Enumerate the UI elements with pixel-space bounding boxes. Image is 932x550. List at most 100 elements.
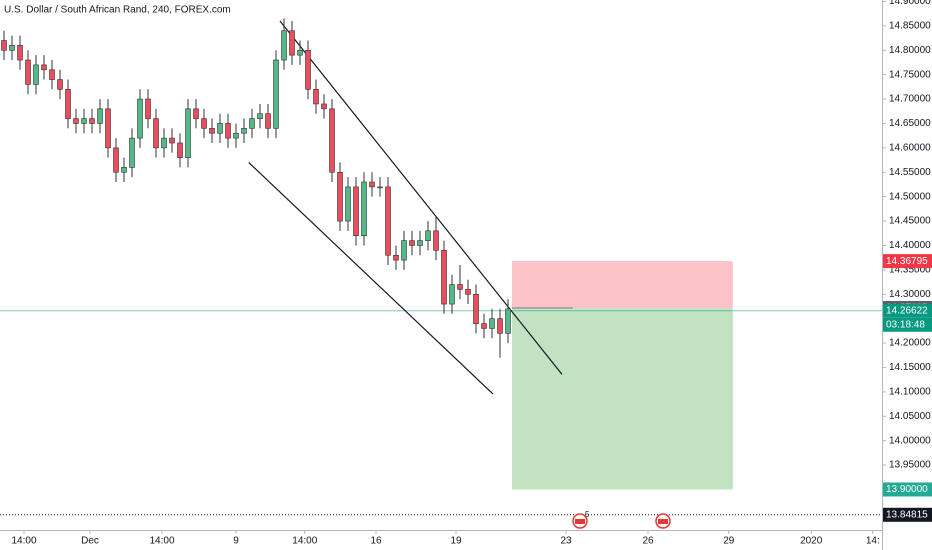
y-tick-label: 14.20000 — [889, 338, 931, 349]
candle-body — [41, 64, 47, 71]
candle-body — [433, 230, 439, 251]
x-tick-label: 14:00 — [292, 536, 317, 547]
candle-body — [273, 59, 279, 129]
candle-body — [153, 118, 159, 149]
y-tick-label: 14.00000 — [889, 435, 931, 446]
candle-body — [305, 49, 311, 90]
candle-body — [201, 118, 207, 129]
candle-body — [489, 318, 495, 329]
price-label: 14.26622 — [886, 305, 928, 316]
event-icon[interactable] — [655, 513, 671, 529]
x-tick-label: 14:00 — [149, 536, 174, 547]
candle-body — [233, 132, 239, 139]
candle-body — [1, 40, 7, 51]
candle-body — [289, 30, 295, 56]
x-tick-label: 14: — [866, 536, 880, 547]
candle-body — [265, 113, 271, 129]
candle-body — [297, 49, 303, 56]
candle-body — [209, 128, 215, 134]
candle-body — [417, 240, 423, 246]
candle-body — [481, 323, 487, 329]
candle-body — [361, 181, 367, 237]
y-tick-label: 14.35000 — [889, 265, 931, 276]
candle-body — [49, 69, 55, 80]
candle-body — [105, 108, 111, 149]
x-tick-label: 29 — [723, 536, 735, 547]
y-tick-label: 14.80000 — [889, 45, 931, 56]
y-tick-label: 14.15000 — [889, 362, 931, 373]
y-tick-label: 14.85000 — [889, 21, 931, 32]
candle-body — [121, 167, 127, 173]
candle-body — [97, 108, 103, 124]
price-label: 13.90000 — [886, 484, 928, 495]
candle-body — [409, 240, 415, 246]
candle-body — [9, 45, 15, 51]
candle-body — [177, 142, 183, 158]
y-tick-label: 14.75000 — [889, 69, 931, 80]
price-label: 14.36795 — [886, 256, 928, 267]
candle-body — [25, 59, 31, 85]
x-tick-label: 23 — [560, 536, 572, 547]
y-tick-label: 14.40000 — [889, 240, 931, 251]
y-tick-label: 14.45000 — [889, 216, 931, 227]
candle-body — [217, 123, 223, 134]
y-tick-label: 14.90000 — [889, 0, 931, 7]
candle-body — [113, 147, 119, 173]
candle-body — [89, 118, 95, 124]
y-tick-label: 14.55000 — [889, 167, 931, 178]
candle-body — [337, 171, 343, 222]
candle-body — [129, 137, 135, 168]
price-label-box — [883, 254, 932, 269]
event-badge: 5 — [585, 510, 590, 519]
y-tick-label: 14.30000 — [889, 289, 931, 300]
candle-body — [393, 254, 399, 261]
candle-body — [161, 137, 167, 149]
trendline — [248, 162, 494, 395]
price-label-box — [883, 303, 932, 318]
countdown: 03:18:48 — [886, 319, 925, 330]
candle-body — [497, 318, 503, 334]
candle-body — [369, 181, 375, 188]
x-tick-label: 16 — [370, 536, 382, 547]
x-tick-label: 2020 — [800, 536, 823, 547]
candle-body — [281, 30, 287, 61]
candle-body — [385, 186, 391, 256]
y-tick-label: 14.65000 — [889, 118, 931, 129]
chart-title: U.S. Dollar / South African Rand, 240, F… — [4, 5, 231, 16]
candle-body — [353, 186, 359, 237]
candle-body — [401, 240, 407, 261]
trendline — [279, 20, 563, 375]
price-label-box — [883, 482, 932, 497]
y-tick-label: 14.70000 — [889, 94, 931, 105]
x-tick-label: 9 — [233, 536, 239, 547]
price-label: 13.84815 — [886, 509, 928, 520]
candle-body — [17, 45, 23, 61]
candle-body — [505, 308, 511, 334]
candle-body — [473, 293, 479, 324]
candle-body — [249, 118, 255, 129]
candle-body — [81, 118, 87, 124]
candle-body — [465, 289, 471, 295]
candle-body — [257, 113, 263, 119]
target-zone — [512, 307, 733, 490]
candle-body — [137, 98, 143, 139]
candle-body — [377, 186, 383, 189]
y-tick-label: 14.05000 — [889, 411, 931, 422]
x-tick-label: Dec — [81, 536, 99, 547]
candle-body — [57, 79, 63, 90]
y-tick-label: 13.95000 — [889, 460, 931, 471]
candle-body — [185, 108, 191, 158]
candle-body — [193, 108, 199, 119]
x-tick-label: 26 — [642, 536, 654, 547]
candle-body — [345, 186, 351, 222]
candle-body — [169, 137, 175, 144]
candle-body — [321, 103, 327, 110]
x-tick-label: 14:00 — [11, 536, 36, 547]
candle-body — [225, 123, 231, 139]
candle-body — [241, 128, 247, 134]
candle-body — [65, 89, 71, 119]
event-icon[interactable] — [572, 513, 588, 529]
candle-body — [145, 98, 151, 119]
